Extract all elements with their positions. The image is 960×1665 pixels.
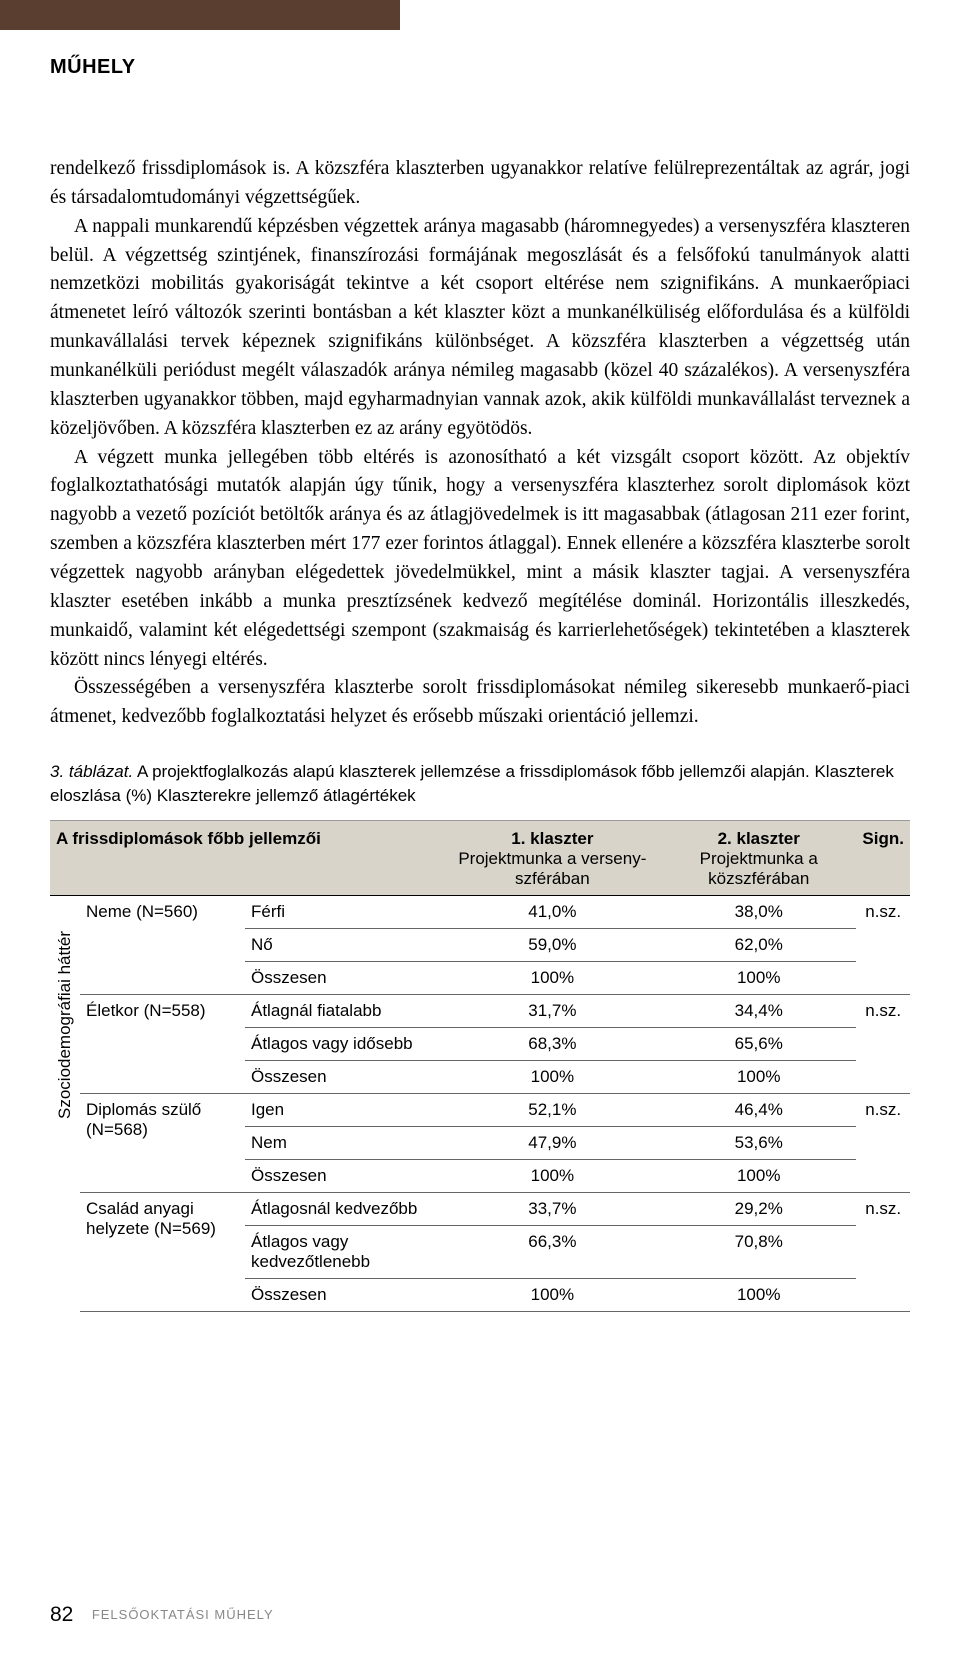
row-label: Igen — [245, 1093, 444, 1126]
row-label: Átlagosnál kedvezőbb — [245, 1192, 444, 1225]
row-v1: 41,0% — [444, 895, 661, 928]
group-label: Diplomás szülő (N=568) — [80, 1093, 245, 1192]
side-category-label: Szociodemográfiai háttér — [55, 1089, 75, 1119]
row-sig: n.sz. — [856, 895, 910, 994]
row-v2: 100% — [661, 1278, 856, 1311]
row-sig: n.sz. — [856, 1093, 910, 1192]
footer-label: FELSŐOKTATÁSI MŰHELY — [92, 1607, 274, 1622]
th-c2-line1: 2. klaszter — [718, 829, 800, 848]
row-v1: 59,0% — [444, 928, 661, 961]
row-label: Átlagos vagy idősebb — [245, 1027, 444, 1060]
row-v1: 31,7% — [444, 994, 661, 1027]
row-v1: 52,1% — [444, 1093, 661, 1126]
group-label: Életkor (N=558) — [80, 994, 245, 1093]
group-label: Család anyagi helyzete (N=569) — [80, 1192, 245, 1311]
row-label: Összesen — [245, 1159, 444, 1192]
th-c1-line1: 1. klaszter — [511, 829, 593, 848]
row-v2: 100% — [661, 1159, 856, 1192]
page-number: 82 — [50, 1603, 73, 1626]
row-sig: n.sz. — [856, 994, 910, 1093]
row-v1: 68,3% — [444, 1027, 661, 1060]
th-cluster2: 2. klaszter Projektmunka a közszférában — [661, 820, 856, 895]
row-sig: n.sz. — [856, 1192, 910, 1311]
row-v1: 33,7% — [444, 1192, 661, 1225]
row-v2: 62,0% — [661, 928, 856, 961]
row-v1: 47,9% — [444, 1126, 661, 1159]
row-v2: 29,2% — [661, 1192, 856, 1225]
th-sign: Sign. — [856, 820, 910, 895]
header-accent-block — [0, 0, 400, 30]
page-content: rendelkező frissdiplomások is. A közszfé… — [50, 155, 910, 1312]
row-v1: 100% — [444, 1159, 661, 1192]
th-main: A frissdiplomások főbb jellemzői — [50, 820, 444, 895]
cluster-table: A frissdiplomások főbb jellemzői 1. klas… — [50, 820, 910, 1312]
caption-text: A projektfoglalkozás alapú klaszterek je… — [50, 762, 894, 805]
table-row: Életkor (N=558) Átlagnál fiatalabb 31,7%… — [50, 994, 910, 1027]
page-footer: 82 FELSŐOKTATÁSI MŰHELY — [50, 1603, 274, 1627]
row-v1: 66,3% — [444, 1225, 661, 1278]
table-caption: 3. táblázat. A projektfoglalkozás alapú … — [50, 760, 910, 808]
th-c2-line2: Projektmunka a közszférában — [700, 849, 818, 888]
row-label: Átlagnál fiatalabb — [245, 994, 444, 1027]
row-label: Összesen — [245, 961, 444, 994]
group-label: Neme (N=560) — [80, 895, 245, 994]
section-header: MŰHELY — [50, 56, 136, 79]
side-category-cell: Szociodemográfiai háttér — [50, 895, 80, 1311]
row-v2: 65,6% — [661, 1027, 856, 1060]
row-v2: 38,0% — [661, 895, 856, 928]
row-v1: 100% — [444, 1278, 661, 1311]
paragraph-1: rendelkező frissdiplomások is. A közszfé… — [50, 155, 910, 213]
row-v1: 100% — [444, 1060, 661, 1093]
th-c1-line2: Projektmunka a verseny­szférában — [458, 849, 646, 888]
row-v2: 100% — [661, 961, 856, 994]
row-label: Összesen — [245, 1278, 444, 1311]
row-label: Férfi — [245, 895, 444, 928]
table-row: Család anyagi helyzete (N=569) Átlagosná… — [50, 1192, 910, 1225]
row-v2: 46,4% — [661, 1093, 856, 1126]
row-label: Nő — [245, 928, 444, 961]
paragraph-3: A végzett munka jellegében több eltérés … — [50, 444, 910, 675]
row-v2: 70,8% — [661, 1225, 856, 1278]
table-row: Diplomás szülő (N=568) Igen 52,1% 46,4% … — [50, 1093, 910, 1126]
paragraph-4: Összességében a versenyszféra klaszterbe… — [50, 674, 910, 732]
th-cluster1: 1. klaszter Projektmunka a verseny­szfér… — [444, 820, 661, 895]
row-label: Átlagos vagy kedvezőtlenebb — [245, 1225, 444, 1278]
row-v2: 53,6% — [661, 1126, 856, 1159]
row-label: Nem — [245, 1126, 444, 1159]
row-v1: 100% — [444, 961, 661, 994]
paragraph-2: A nappali munkarendű képzésben végzettek… — [50, 213, 910, 444]
row-v2: 100% — [661, 1060, 856, 1093]
table-row: Szociodemográfiai háttér Neme (N=560) Fé… — [50, 895, 910, 928]
row-v2: 34,4% — [661, 994, 856, 1027]
caption-number: 3. táblázat. — [50, 762, 133, 781]
row-label: Összesen — [245, 1060, 444, 1093]
